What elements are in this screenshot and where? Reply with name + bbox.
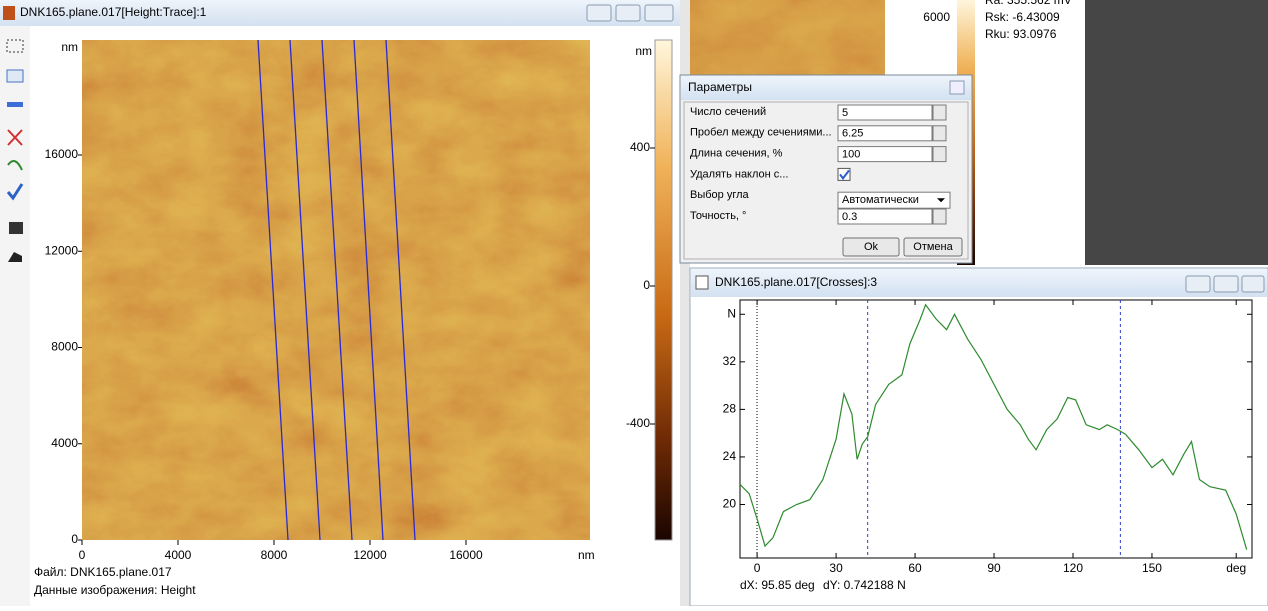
y-tick-label: 24 bbox=[723, 449, 737, 463]
close-button[interactable] bbox=[645, 5, 673, 21]
input-value: 6.25 bbox=[842, 128, 863, 140]
status-dx: dX: 95.85 deg bbox=[740, 578, 815, 592]
stat-line: Rsk: -6.43009 bbox=[985, 10, 1060, 24]
colorbar-tick-label: -400 bbox=[626, 416, 650, 430]
field-label: Выбор угла bbox=[690, 189, 750, 201]
stat-line: Rku: 93.0976 bbox=[985, 27, 1057, 41]
dialog-title: Параметры bbox=[688, 80, 752, 94]
x-tick-label: 0 bbox=[754, 561, 761, 575]
input-value: 5 bbox=[842, 107, 848, 119]
image-window: DNK165.plane.017[Height:Trace]:1 nm bbox=[0, 0, 680, 606]
chart-window: DNK165.plane.017[Crosses]:3 dX: 95.85 de… bbox=[690, 268, 1268, 606]
field-label: Точность, ° bbox=[690, 210, 746, 222]
y-tick-label: 4000 bbox=[51, 436, 78, 450]
x-tick-label: 0 bbox=[79, 548, 86, 562]
minimize-button[interactable] bbox=[1186, 276, 1210, 292]
ok-label: Ok bbox=[864, 241, 879, 253]
close-button[interactable] bbox=[1242, 276, 1264, 292]
dialog: Параметры Число сечений 5 Пробел между сеч… bbox=[680, 75, 972, 263]
chart-window-buttons[interactable] bbox=[1186, 276, 1264, 292]
empty-area bbox=[1085, 0, 1268, 265]
field-label: Длина сечения, % bbox=[690, 148, 783, 160]
window-buttons[interactable] bbox=[587, 5, 673, 21]
x-tick-label: 4000 bbox=[165, 548, 192, 562]
tool-profile[interactable] bbox=[7, 70, 23, 82]
dialog-close[interactable] bbox=[950, 81, 964, 94]
y-tick-label: 32 bbox=[723, 354, 737, 368]
y-tick-label: 0 bbox=[71, 532, 78, 546]
select-value: Автоматически bbox=[842, 194, 919, 206]
y-tick-label: 8000 bbox=[51, 340, 78, 354]
x-tick-label: 16000 bbox=[449, 548, 483, 562]
screen: DNK165.plane.017[Height:Trace]:1 nm bbox=[0, 0, 1268, 606]
x-unit: nm bbox=[578, 548, 595, 562]
y-tick-label: 16000 bbox=[45, 147, 79, 161]
spinner[interactable] bbox=[933, 105, 946, 120]
y-unit: nm bbox=[61, 40, 78, 54]
plot-frame bbox=[740, 300, 1252, 558]
y-tick-label: N bbox=[727, 306, 736, 320]
window-icon bbox=[3, 6, 15, 20]
spinner[interactable] bbox=[933, 209, 946, 224]
toolbar bbox=[0, 26, 30, 606]
y-tick-label: 28 bbox=[723, 402, 737, 416]
page: { "image_window": { "title": "DNK165.pla… bbox=[0, 0, 1268, 606]
x-tick-label: 120 bbox=[1063, 561, 1083, 575]
x-tick-label: 60 bbox=[908, 561, 922, 575]
colorbar-tick-label: 400 bbox=[630, 140, 650, 154]
maximize-button[interactable] bbox=[1214, 276, 1238, 292]
spinner[interactable] bbox=[933, 147, 946, 162]
afm-thumb-texture bbox=[690, 0, 885, 75]
input-value: 0.3 bbox=[842, 211, 857, 223]
x-tick-label: 12000 bbox=[353, 548, 387, 562]
minimize-button[interactable] bbox=[587, 5, 611, 21]
data-label: Данные изображения: Height bbox=[34, 583, 196, 597]
field-label: Число сечений bbox=[690, 106, 766, 118]
window-title: DNK165.plane.017[Height:Trace]:1 bbox=[20, 5, 207, 19]
thumb-tick: 6000 bbox=[923, 10, 950, 24]
x-tick-label: 90 bbox=[987, 561, 1001, 575]
x-tick-label: 150 bbox=[1142, 561, 1162, 575]
toolbar-bg bbox=[0, 26, 30, 606]
maximize-button[interactable] bbox=[616, 5, 640, 21]
chart-window-title: DNK165.plane.017[Crosses]:3 bbox=[715, 275, 877, 289]
field-label: Удалять наклон с... bbox=[690, 168, 788, 180]
spinner[interactable] bbox=[933, 126, 946, 141]
chart-icon bbox=[696, 276, 708, 289]
x-tick-label: 8000 bbox=[261, 548, 288, 562]
field-label: Пробел между сечениями... bbox=[690, 127, 832, 139]
afm-texture bbox=[82, 40, 590, 540]
colorbar-unit: nm bbox=[635, 44, 652, 58]
stat-line: Ra: 355.562 mV bbox=[985, 0, 1072, 7]
input[interactable] bbox=[838, 105, 932, 120]
y-tick-label: 12000 bbox=[45, 243, 79, 257]
cancel-label: Отмена bbox=[913, 241, 953, 253]
colorbar bbox=[655, 40, 672, 540]
colorbar-tick-label: 0 bbox=[643, 278, 650, 292]
x-tick-label: deg bbox=[1226, 561, 1246, 575]
y-tick-label: 20 bbox=[723, 497, 737, 511]
tool-line[interactable] bbox=[7, 102, 23, 107]
input-value: 100 bbox=[842, 149, 860, 161]
file-label: Файл: DNK165.plane.017 bbox=[34, 565, 172, 579]
x-tick-label: 30 bbox=[829, 561, 843, 575]
tool-box[interactable] bbox=[9, 222, 23, 234]
status-dy: dY: 0.742188 N bbox=[823, 578, 906, 592]
